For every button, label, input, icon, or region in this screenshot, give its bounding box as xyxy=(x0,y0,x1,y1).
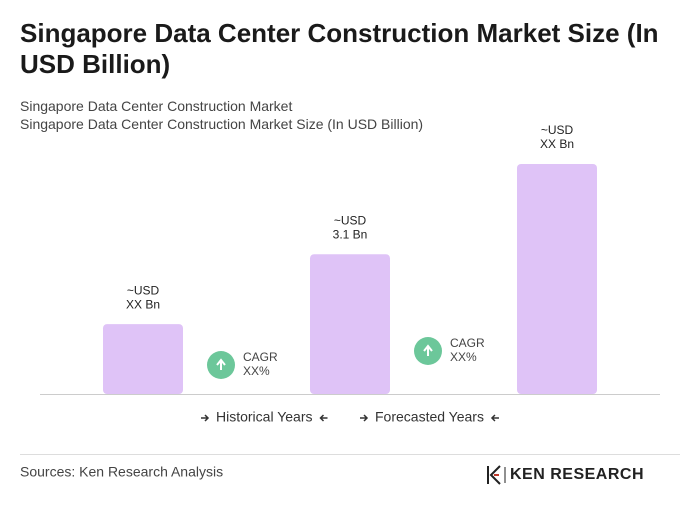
value-label: XX Bn xyxy=(126,297,160,311)
cagr-label: CAGR xyxy=(450,336,485,350)
subtitle: Singapore Data Center Construction Marke… xyxy=(20,116,424,132)
cagr-label: CAGR xyxy=(243,350,278,364)
cagr-arrow xyxy=(216,358,226,370)
value-label: ~USD xyxy=(541,123,574,137)
bar xyxy=(310,254,390,394)
period-label: Forecasted Years xyxy=(375,409,484,425)
subtitle: Singapore Data Center Construction Marke… xyxy=(20,98,293,114)
cagr-label: XX% xyxy=(450,350,477,364)
value-label: XX Bn xyxy=(540,137,574,151)
value-label: ~USD xyxy=(334,213,367,227)
chart-title: Singapore Data Center Construction Marke… xyxy=(20,18,659,79)
value-label: 3.1 Bn xyxy=(333,227,368,241)
source: Sources: Ken Research Analysis xyxy=(20,464,223,480)
logo-text: KEN RESEARCH xyxy=(510,466,644,483)
period-arrow xyxy=(360,414,369,422)
logo-icon xyxy=(487,465,506,485)
cagr-label: XX% xyxy=(243,364,270,378)
period-label: Historical Years xyxy=(216,409,313,425)
period-arrow xyxy=(319,414,328,422)
bar xyxy=(103,324,183,394)
value-label: ~USD xyxy=(127,283,160,297)
period-arrow xyxy=(201,414,210,422)
bar xyxy=(517,164,597,394)
period-arrow xyxy=(490,414,499,422)
cagr-arrow xyxy=(423,344,433,356)
